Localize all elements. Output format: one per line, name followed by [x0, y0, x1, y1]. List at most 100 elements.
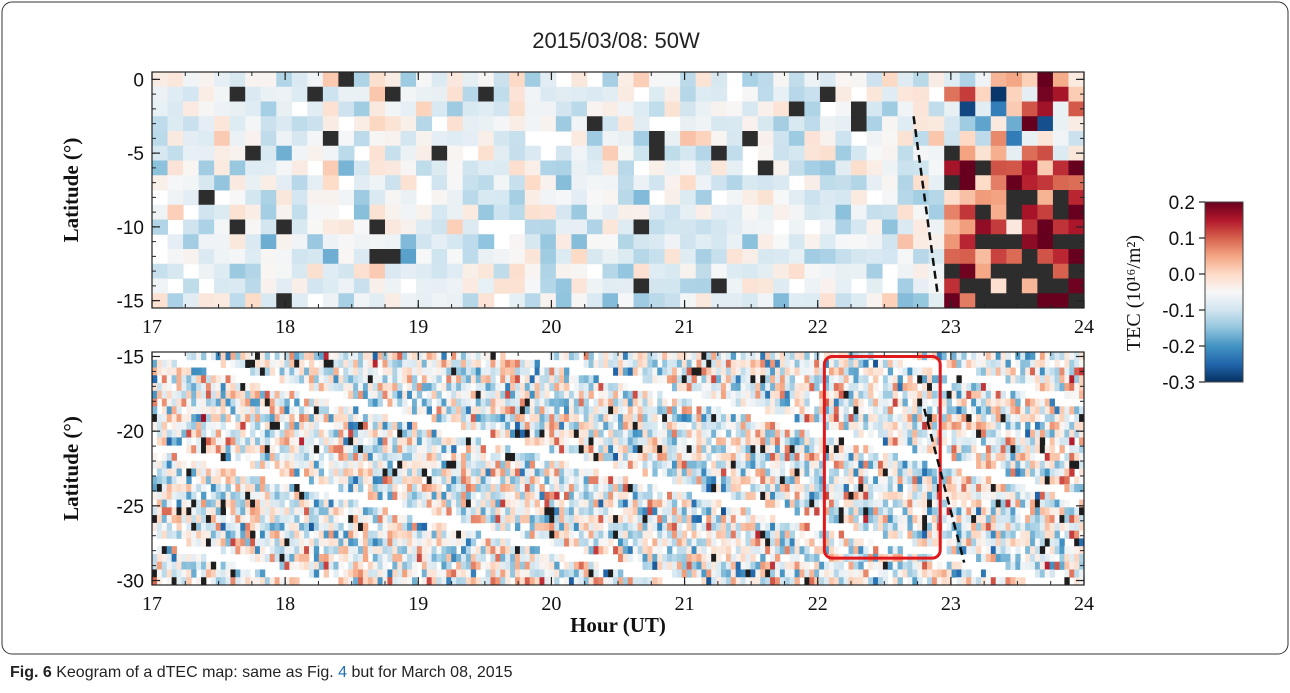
- heatmap-cell: [250, 484, 256, 493]
- heatmap-cell: [863, 445, 869, 454]
- heatmap-cell: [928, 116, 945, 132]
- heatmap-cell: [540, 219, 557, 235]
- heatmap-cell: [873, 460, 879, 469]
- heatmap-cell: [176, 398, 182, 407]
- heatmap-cell: [353, 476, 359, 485]
- heatmap-cell: [662, 359, 668, 368]
- heatmap-cell: [210, 445, 217, 454]
- heatmap-cell: [789, 460, 795, 469]
- heatmap-cell: [210, 522, 217, 532]
- heatmap-cell: [642, 499, 648, 508]
- heatmap-cell: [245, 406, 251, 415]
- heatmap-cell: [411, 445, 418, 454]
- heatmap-cell: [622, 367, 629, 376]
- heatmap-cell: [348, 460, 354, 469]
- heatmap-cell: [152, 460, 158, 469]
- heatmap-cell: [353, 507, 359, 516]
- heatmap-cell: [681, 569, 688, 578]
- heatmap-cell: [308, 569, 315, 578]
- heatmap-cell: [928, 101, 945, 117]
- heatmap-cell: [402, 561, 408, 570]
- heatmap-cell: [260, 116, 277, 132]
- heatmap-cell: [701, 452, 707, 462]
- heatmap-cell: [539, 398, 545, 407]
- heatmap-cell: [362, 452, 369, 462]
- heatmap-cell: [726, 219, 743, 235]
- heatmap-cell: [887, 421, 894, 431]
- heatmap-cell: [446, 383, 452, 392]
- heatmap-cell: [313, 553, 320, 563]
- heatmap-cell: [250, 359, 256, 368]
- heatmap-cell: [959, 72, 976, 88]
- heatmap-cell: [441, 491, 447, 500]
- heatmap-cell: [348, 553, 354, 563]
- heatmap-cell: [750, 383, 756, 392]
- heatmap-cell: [618, 383, 624, 392]
- heatmap-cell: [603, 476, 609, 485]
- heatmap-cell: [568, 561, 575, 570]
- heatmap-cell: [882, 145, 899, 161]
- heatmap-cell: [946, 530, 952, 539]
- heatmap-cell: [828, 484, 835, 493]
- heatmap-cell: [559, 352, 565, 361]
- heatmap-cell: [647, 507, 653, 516]
- heatmap-cell: [573, 569, 580, 578]
- heatmap-cell: [814, 375, 820, 384]
- heatmap-cell: [774, 561, 781, 570]
- heatmap-cell: [220, 468, 226, 477]
- heatmap-cell: [662, 515, 668, 524]
- heatmap-cell: [245, 190, 262, 206]
- heatmap-cell: [922, 375, 928, 384]
- heatmap-cell: [887, 429, 894, 438]
- heatmap-cell: [696, 359, 702, 368]
- heatmap-cell: [519, 484, 526, 493]
- heatmap-cell: [328, 476, 334, 485]
- heatmap-cell: [877, 367, 884, 376]
- heatmap-cell: [583, 530, 589, 539]
- heatmap-cell: [333, 522, 339, 532]
- heatmap-cell: [784, 546, 791, 555]
- heatmap-cell: [711, 160, 728, 176]
- heatmap-cell: [892, 561, 898, 570]
- heatmap-cell: [680, 204, 697, 220]
- heatmap-cell: [794, 577, 800, 586]
- heatmap-cell: [681, 530, 688, 539]
- heatmap-cell: [578, 429, 585, 438]
- heatmap-cell: [156, 468, 163, 477]
- heatmap-cell: [833, 367, 840, 376]
- heatmap-cell: [245, 398, 251, 407]
- heatmap-cell: [598, 530, 604, 539]
- heatmap-cell: [701, 561, 707, 570]
- heatmap-cell: [318, 499, 325, 508]
- heatmap-cell: [794, 499, 800, 508]
- heatmap-cell: [490, 538, 496, 547]
- heatmap-cell: [431, 577, 437, 586]
- heatmap-cell: [745, 468, 751, 477]
- heatmap-cell: [279, 406, 285, 415]
- heatmap-cell: [649, 249, 666, 265]
- heatmap-cell: [799, 406, 805, 415]
- heatmap-cell: [944, 234, 961, 250]
- heatmap-cell: [274, 522, 280, 532]
- heatmap-cell: [447, 204, 464, 220]
- heatmap-cell: [269, 367, 276, 376]
- heatmap-cell: [333, 421, 339, 431]
- heatmap-cell: [446, 460, 452, 469]
- heatmap-cell: [505, 546, 511, 555]
- heatmap-cell: [863, 421, 869, 431]
- heatmap-cell: [564, 375, 570, 384]
- heatmap-cell: [318, 522, 325, 532]
- heatmap-cell: [362, 538, 369, 547]
- heatmap-cell: [757, 263, 774, 279]
- heatmap-cell: [602, 234, 619, 250]
- heatmap-cell: [882, 116, 899, 132]
- heatmap-cell: [824, 561, 830, 570]
- heatmap-cell: [510, 383, 516, 392]
- heatmap-cell: [819, 437, 825, 446]
- heatmap-cell: [779, 491, 786, 500]
- heatmap-cell: [706, 484, 712, 493]
- heatmap-cell: [657, 491, 663, 500]
- heatmap-cell: [161, 414, 168, 423]
- heatmap-cell: [657, 367, 663, 376]
- heatmap-cell: [333, 352, 339, 361]
